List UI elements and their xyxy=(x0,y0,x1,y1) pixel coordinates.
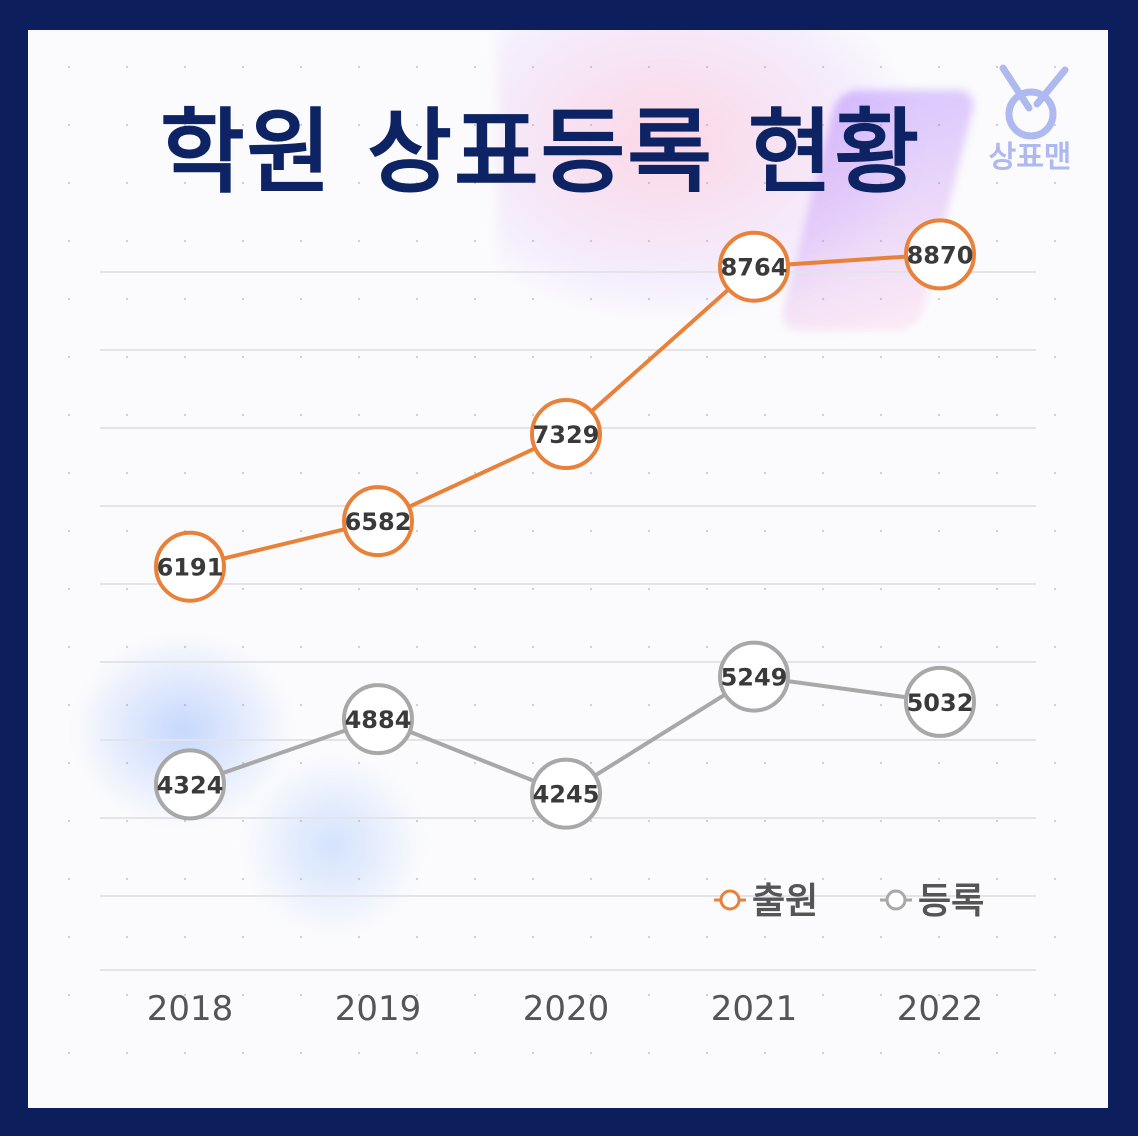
point-1-3 xyxy=(718,640,790,713)
chart-panel xyxy=(28,30,1108,1108)
decorative-blue-glow-2 xyxy=(238,750,428,940)
point-0-3 xyxy=(718,230,790,303)
data-label-0-3: 8764 xyxy=(721,254,788,282)
data-label-0-4: 8870 xyxy=(907,241,974,269)
data-label-0-1: 6582 xyxy=(345,508,412,536)
x-tick-label-1: 2019 xyxy=(335,989,422,1029)
point-0-0 xyxy=(154,530,226,603)
logo-icon xyxy=(999,64,1069,140)
page-title: 학원 상표등록 현황 xyxy=(160,99,922,206)
legend-label-0: 출원 xyxy=(752,881,818,922)
point-0-2 xyxy=(530,398,602,471)
data-label-0-2: 7329 xyxy=(533,421,600,449)
point-1-0 xyxy=(154,748,226,821)
point-1-2 xyxy=(530,757,602,830)
series-layer: 6191 6582 7329 8764 8870 4324 4884 4245 5249 5032 xyxy=(154,218,976,830)
data-label-1-1: 4884 xyxy=(345,706,412,734)
x-axis-labels: 2018 2019 2020 2021 2022 xyxy=(147,989,984,1029)
legend-marker-0 xyxy=(719,889,741,911)
legend-marker-1 xyxy=(885,889,907,911)
legend: 출원 등록 xyxy=(714,881,984,922)
x-tick-label-0: 2018 xyxy=(147,989,234,1029)
x-tick-label-2: 2020 xyxy=(523,989,610,1029)
data-label-1-2: 4245 xyxy=(533,781,600,809)
data-label-1-0: 4324 xyxy=(157,771,224,799)
point-0-4 xyxy=(904,218,976,291)
data-label-1-3: 5249 xyxy=(721,664,788,692)
point-0-1 xyxy=(342,485,414,558)
point-1-1 xyxy=(342,683,414,756)
logo-text: 상표맨 xyxy=(988,140,1072,175)
data-label-0-0: 6191 xyxy=(157,554,224,582)
legend-label-1: 등록 xyxy=(918,881,984,922)
point-1-4 xyxy=(904,665,976,738)
gridlines xyxy=(100,271,1036,971)
data-label-1-4: 5032 xyxy=(907,689,974,717)
x-tick-label-4: 2022 xyxy=(897,989,984,1029)
x-tick-label-3: 2021 xyxy=(711,989,798,1029)
